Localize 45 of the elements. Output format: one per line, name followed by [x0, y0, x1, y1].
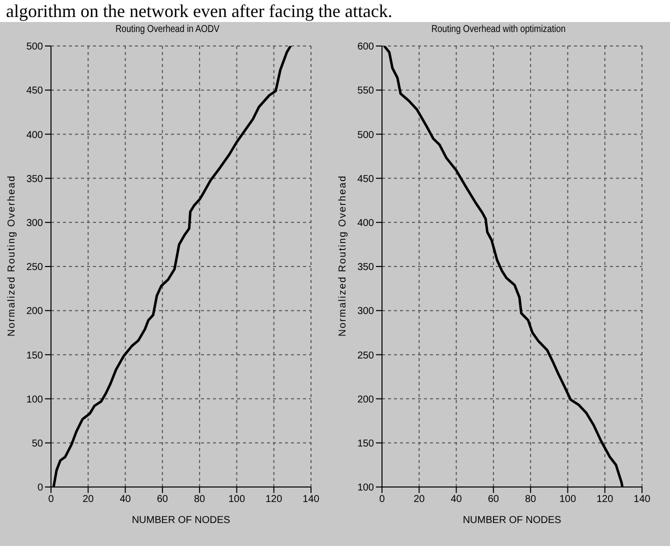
- y-tick-label: 100: [357, 482, 374, 494]
- x-tick-label: 80: [525, 494, 537, 506]
- x-tick-label: 0: [48, 494, 54, 506]
- y-tick-label: 400: [357, 218, 374, 229]
- y-tick-label: 150: [357, 438, 374, 450]
- x-tick-label: 100: [228, 494, 246, 506]
- x-tick-label: 20: [82, 494, 94, 506]
- x-axis-title: NUMBER OF NODES: [462, 515, 562, 526]
- y-tick-label: 500: [26, 42, 44, 53]
- x-tick-label: 40: [450, 494, 462, 506]
- y-tick-label: 250: [26, 262, 44, 274]
- x-axis-title: NUMBER OF NODES: [132, 515, 230, 526]
- y-tick-label: 350: [26, 174, 44, 185]
- y-tick-label: 300: [26, 218, 44, 229]
- x-tick-label: 140: [302, 494, 320, 506]
- text: algorithm on the network even after facing the attack.: [5, 0, 394, 22]
- x-tick-label: 120: [596, 494, 614, 506]
- y-tick-label: 350: [357, 262, 374, 274]
- y-tick-label: 600: [357, 42, 374, 53]
- x-tick-label: 80: [194, 494, 206, 506]
- y-tick-label: 450: [357, 174, 374, 185]
- y-axis-title: Normalized Routing Overhead: [338, 174, 349, 336]
- y-tick-label: 200: [26, 306, 44, 318]
- y-tick-label: 100: [26, 394, 44, 406]
- x-tick-label: 140: [634, 494, 651, 506]
- chart-title: Routing Overhead with optimization: [430, 24, 567, 37]
- y-tick-label: 550: [357, 86, 374, 97]
- x-tick-label: 20: [414, 494, 426, 506]
- x-tick-label: 60: [156, 494, 168, 506]
- y-tick-label: 500: [357, 130, 374, 141]
- x-tick-label: 100: [559, 494, 576, 506]
- y-tick-label: 0: [37, 482, 44, 494]
- y-tick-label: 200: [357, 394, 374, 406]
- y-tick-label: 50: [32, 438, 44, 450]
- x-tick-label: 60: [488, 494, 500, 506]
- y-tick-label: 450: [26, 86, 44, 97]
- x-tick-label: 40: [120, 494, 132, 506]
- x-tick-label: 120: [266, 494, 283, 506]
- y-tick-label: 300: [357, 306, 374, 318]
- y-axis-title: Normalized Routing Overhead: [6, 174, 18, 336]
- chart-title: Routing Overhead in AODV: [114, 24, 220, 37]
- y-tick-label: 150: [26, 350, 44, 362]
- x-tick-label: 0: [379, 494, 386, 506]
- y-tick-label: 250: [357, 350, 374, 362]
- y-tick-label: 400: [26, 130, 44, 141]
